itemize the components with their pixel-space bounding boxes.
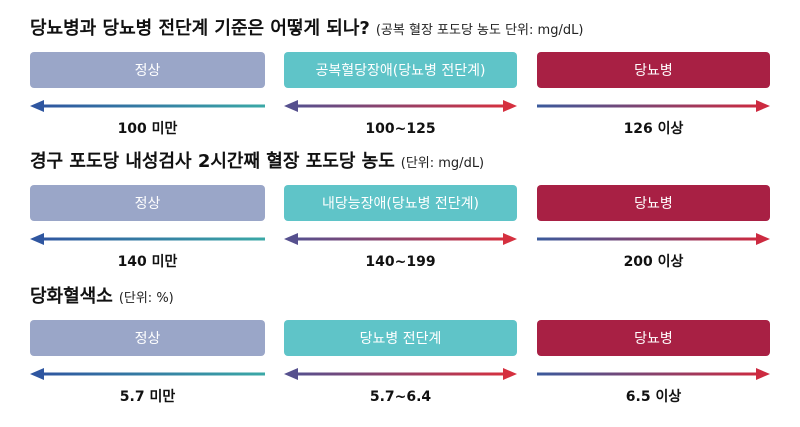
section-title: 당화혈색소 (단위: %): [30, 285, 174, 307]
unit-text: (공복 혈장 포도당 농도 단위: mg/dL): [376, 23, 584, 38]
arrow-head: [30, 368, 44, 380]
range-label: 5.7 미만: [120, 389, 176, 405]
category-box: [30, 185, 265, 221]
arrow-head: [503, 368, 517, 380]
title-text: 경구 포도당 내성검사 2시간째 혈장 포도당 농도: [30, 150, 395, 172]
range-label: 100~125: [365, 121, 435, 137]
category-label: 당뇨병: [634, 63, 673, 79]
section-title: 경구 포도당 내성검사 2시간째 혈장 포도당 농도 (단위: mg/dL): [30, 150, 484, 172]
arrow-shaft: [42, 237, 265, 241]
arrow-head: [284, 233, 298, 245]
category-label: 당뇨병: [634, 196, 673, 212]
arrow-shaft: [537, 237, 758, 241]
arrow-head: [30, 100, 44, 112]
arrow-shaft: [537, 104, 758, 108]
category-label: 당뇨병 전단계: [360, 331, 442, 347]
range-label: 5.7~6.4: [370, 389, 432, 405]
category-box: [284, 52, 517, 88]
arrow-head: [503, 233, 517, 245]
range-label: 126 이상: [624, 120, 684, 137]
unit-text: (단위: mg/dL): [401, 156, 484, 171]
category-box: [30, 52, 265, 88]
category-box: [537, 320, 770, 356]
arrow-shaft: [296, 104, 505, 108]
category-label: 정상: [135, 196, 161, 212]
arrow-head: [756, 368, 770, 380]
arrow-shaft: [296, 372, 505, 376]
arrow-shaft: [537, 372, 758, 376]
category-label: 정상: [135, 63, 161, 79]
title-text: 당화혈색소: [30, 285, 113, 307]
range-label: 100 미만: [118, 121, 178, 137]
range-label: 200 이상: [624, 253, 684, 270]
category-box: [537, 185, 770, 221]
category-box: [284, 185, 517, 221]
arrow-shaft: [296, 237, 505, 241]
arrow-shaft: [42, 104, 265, 108]
arrow-head: [284, 100, 298, 112]
category-label: 공복혈당장애(당뇨병 전단계): [316, 63, 486, 79]
unit-text: (단위: %): [119, 291, 174, 306]
arrow-shaft: [42, 372, 265, 376]
arrow-head: [284, 368, 298, 380]
category-box: [30, 320, 265, 356]
arrow-head: [756, 233, 770, 245]
category-label: 당뇨병: [634, 331, 673, 347]
category-label: 내당능장애(당뇨병 전단계): [322, 196, 479, 212]
arrow-head: [756, 100, 770, 112]
title-text: 당뇨병과 당뇨병 전단계 기준은 어떻게 되나?: [30, 17, 370, 39]
range-label: 140 미만: [118, 254, 178, 270]
range-label: 140~199: [365, 254, 435, 270]
range-label: 6.5 이상: [626, 388, 682, 405]
category-box: [537, 52, 770, 88]
arrow-head: [30, 233, 44, 245]
category-box: [284, 320, 517, 356]
section-title: 당뇨병과 당뇨병 전단계 기준은 어떻게 되나? (공복 혈장 포도당 농도 단위…: [30, 17, 583, 39]
category-label: 정상: [135, 331, 161, 347]
arrow-head: [503, 100, 517, 112]
